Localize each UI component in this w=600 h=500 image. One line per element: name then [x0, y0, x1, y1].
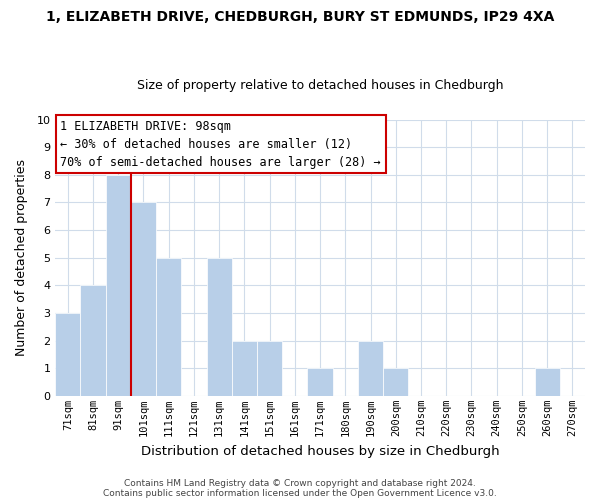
Bar: [257, 340, 282, 396]
Y-axis label: Number of detached properties: Number of detached properties: [15, 159, 28, 356]
Text: Contains public sector information licensed under the Open Government Licence v3: Contains public sector information licen…: [103, 488, 497, 498]
Bar: [131, 202, 156, 396]
Text: 1, ELIZABETH DRIVE, CHEDBURGH, BURY ST EDMUNDS, IP29 4XA: 1, ELIZABETH DRIVE, CHEDBURGH, BURY ST E…: [46, 10, 554, 24]
Text: Contains HM Land Registry data © Crown copyright and database right 2024.: Contains HM Land Registry data © Crown c…: [124, 478, 476, 488]
Text: 1 ELIZABETH DRIVE: 98sqm
← 30% of detached houses are smaller (12)
70% of semi-d: 1 ELIZABETH DRIVE: 98sqm ← 30% of detach…: [61, 120, 381, 168]
Bar: [156, 258, 181, 396]
Bar: [358, 340, 383, 396]
Bar: [232, 340, 257, 396]
Title: Size of property relative to detached houses in Chedburgh: Size of property relative to detached ho…: [137, 79, 503, 92]
Bar: [206, 258, 232, 396]
Bar: [307, 368, 333, 396]
X-axis label: Distribution of detached houses by size in Chedburgh: Distribution of detached houses by size …: [141, 444, 499, 458]
Bar: [383, 368, 409, 396]
Bar: [80, 286, 106, 396]
Bar: [535, 368, 560, 396]
Bar: [106, 175, 131, 396]
Bar: [55, 313, 80, 396]
